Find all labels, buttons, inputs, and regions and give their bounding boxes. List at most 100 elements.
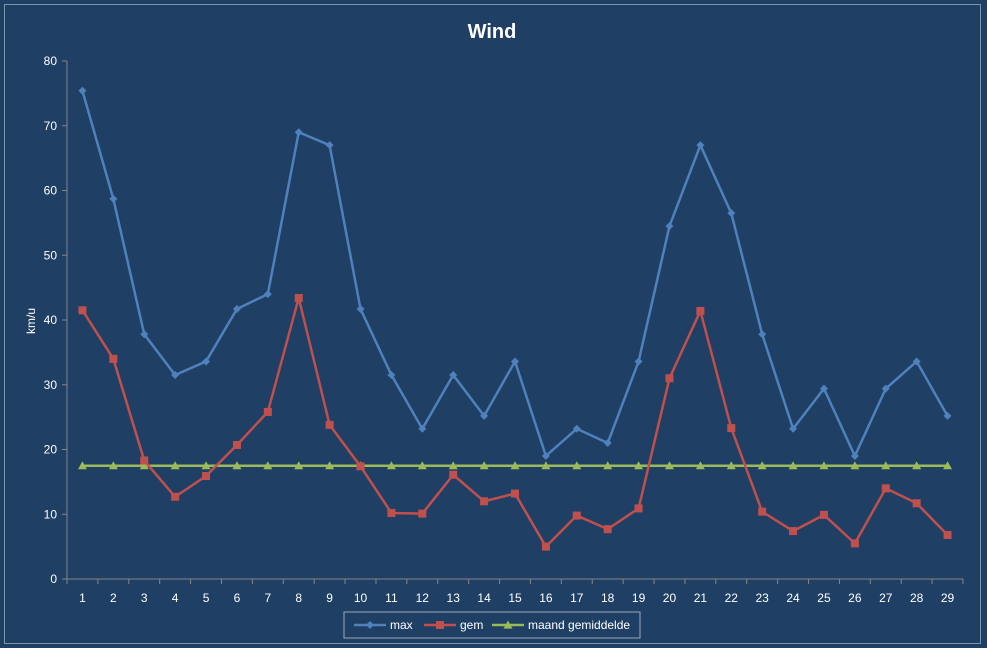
data-point	[603, 461, 613, 470]
data-point	[789, 527, 798, 536]
data-point	[78, 86, 87, 95]
data-point	[819, 510, 828, 519]
data-point	[325, 461, 335, 470]
x-tick-label: 11	[385, 591, 398, 605]
data-point	[417, 461, 427, 470]
legend-label: max	[390, 618, 413, 632]
x-tick-label: 13	[447, 591, 461, 605]
data-point	[263, 461, 273, 470]
data-point	[232, 304, 241, 313]
x-tick-label: 17	[570, 591, 584, 605]
data-point	[664, 461, 674, 470]
legend-label: maand gemiddelde	[528, 618, 630, 632]
data-point	[294, 293, 303, 302]
legend-swatch-marker	[366, 621, 374, 629]
data-point	[510, 461, 520, 470]
data-point	[294, 128, 303, 137]
data-point	[912, 499, 921, 508]
series-maand-gemiddelde	[77, 461, 953, 470]
data-point	[109, 194, 118, 203]
data-point	[418, 424, 427, 433]
data-point	[758, 507, 767, 516]
x-tick-label: 24	[786, 591, 800, 605]
legend-entry-gem: gem	[424, 618, 483, 632]
data-point	[140, 330, 149, 339]
data-point	[479, 461, 489, 470]
data-point	[232, 440, 241, 449]
y-axis-ticks: 0 10 20 30 40 50 60 70 80	[44, 54, 67, 586]
data-point	[387, 508, 396, 517]
data-point	[541, 542, 550, 551]
data-point	[634, 357, 643, 366]
data-point	[480, 497, 489, 506]
data-point	[572, 461, 582, 470]
axes	[66, 61, 963, 580]
data-point	[232, 461, 242, 470]
data-point	[789, 424, 798, 433]
x-tick-label: 21	[694, 591, 708, 605]
data-point	[139, 461, 149, 470]
x-tick-label: 18	[601, 591, 615, 605]
data-point	[696, 141, 705, 150]
legend-entry-maand-gemiddelde: maand gemiddelde	[492, 618, 630, 632]
x-tick-label: 29	[941, 591, 955, 605]
data-point	[727, 209, 736, 218]
x-tick-label: 3	[141, 591, 148, 605]
data-point	[109, 354, 118, 363]
legend: max gem maand gemiddelde	[343, 611, 641, 639]
data-point	[603, 525, 612, 534]
series-layer	[77, 86, 953, 551]
data-point	[140, 456, 149, 465]
data-point	[171, 371, 180, 380]
data-point	[943, 411, 952, 420]
data-point	[758, 330, 767, 339]
x-tick-label: 7	[264, 591, 271, 605]
data-point	[634, 504, 643, 513]
data-point	[202, 472, 211, 481]
y-tick-label: 10	[44, 507, 58, 521]
data-point	[202, 357, 211, 366]
x-tick-label: 27	[879, 591, 893, 605]
data-point	[541, 451, 550, 460]
x-tick-label: 8	[295, 591, 302, 605]
data-point	[480, 411, 489, 420]
y-tick-label: 20	[44, 443, 58, 457]
legend-entry-max: max	[354, 618, 413, 632]
series-line	[81, 296, 949, 548]
series-max	[78, 86, 952, 460]
x-tick-label: 15	[508, 591, 522, 605]
x-tick-label: 9	[326, 591, 333, 605]
y-tick-label: 60	[44, 184, 58, 198]
x-tick-label: 23	[755, 591, 769, 605]
data-point	[727, 424, 736, 433]
legend-label: gem	[460, 618, 483, 632]
data-point	[511, 489, 519, 498]
data-point	[665, 222, 674, 231]
y-axis-title: km/u	[24, 308, 38, 334]
data-point	[356, 462, 365, 471]
x-tick-label: 10	[354, 591, 368, 605]
x-tick-label: 1	[79, 591, 86, 605]
data-point	[603, 439, 612, 448]
y-tick-label: 30	[44, 378, 58, 392]
data-point	[448, 461, 458, 470]
y-tick-label: 50	[44, 248, 58, 262]
data-point	[695, 461, 705, 470]
data-point	[263, 407, 272, 416]
data-point	[356, 304, 365, 313]
x-tick-label: 16	[539, 591, 553, 605]
data-point	[696, 306, 705, 315]
y-tick-label: 40	[44, 313, 58, 327]
data-point	[572, 424, 581, 433]
data-point	[78, 306, 87, 315]
data-point	[386, 461, 396, 470]
x-tick-label: 25	[817, 591, 831, 605]
data-point	[881, 384, 890, 393]
chart-title: Wind	[468, 21, 517, 43]
data-point	[263, 290, 272, 299]
legend-swatch-marker	[436, 621, 444, 629]
x-tick-label: 4	[172, 591, 179, 605]
data-point	[108, 461, 118, 470]
data-point	[170, 461, 180, 470]
y-tick-label: 70	[44, 119, 58, 133]
